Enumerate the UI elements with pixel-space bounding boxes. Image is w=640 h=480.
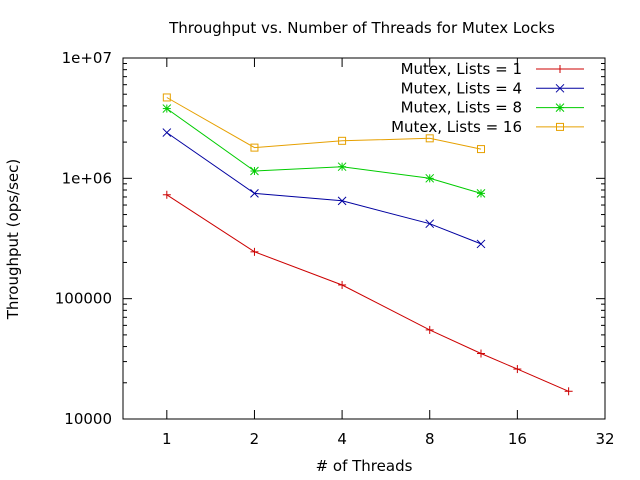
- legend-label: Mutex, Lists = 16: [391, 118, 522, 136]
- series-3: [162, 104, 486, 198]
- data-point: [250, 143, 259, 152]
- data-point: [250, 189, 259, 198]
- series-4: [162, 93, 485, 154]
- y-axis: 10000 100000 1e+06 1e+07: [55, 49, 605, 428]
- legend-item: Mutex, Lists = 16: [391, 118, 584, 136]
- data-point: [425, 134, 434, 143]
- plot-frame: [122, 57, 606, 420]
- data-point: [476, 349, 485, 358]
- series-1: [162, 190, 573, 396]
- x-tick-label: 4: [337, 430, 347, 448]
- x-tick-label: 16: [508, 430, 527, 448]
- legend-marker: [556, 122, 564, 131]
- x-axis-label: # of Threads: [316, 457, 413, 475]
- y-tick-label: 10000: [64, 410, 112, 428]
- data-point: [476, 189, 486, 198]
- series-line: [166, 97, 482, 150]
- data-point: [425, 219, 435, 229]
- y-tick-label: 100000: [55, 290, 112, 308]
- data-point: [338, 136, 347, 145]
- x-tick-label: 8: [425, 430, 435, 448]
- legend-item: Mutex, Lists = 8: [401, 99, 584, 117]
- data-point: [513, 365, 522, 374]
- data-point: [337, 196, 347, 206]
- data-point: [162, 104, 172, 113]
- data-point: [250, 166, 259, 176]
- series-2: [162, 128, 486, 249]
- data-point: [425, 173, 435, 183]
- chart-title: Throughput vs. Number of Threads for Mut…: [168, 19, 555, 37]
- data-point: [337, 162, 347, 172]
- data-point: [425, 325, 434, 334]
- data-point: [476, 145, 485, 154]
- legend-marker: [555, 83, 565, 93]
- legend-label: Mutex, Lists = 1: [401, 60, 522, 78]
- legend-marker: [555, 103, 565, 112]
- x-tick-label: 2: [250, 430, 260, 448]
- series-layer: [162, 93, 573, 396]
- data-point: [162, 190, 171, 199]
- x-tick-label: 1: [162, 430, 172, 448]
- legend-item: Mutex, Lists = 1: [401, 60, 584, 78]
- data-point: [162, 128, 172, 137]
- y-tick-label: 1e+07: [62, 49, 112, 67]
- x-tick-label: 32: [595, 430, 614, 448]
- y-axis-label: Throughput (ops/sec): [4, 159, 22, 320]
- data-point: [564, 387, 573, 396]
- x-axis: 1 2 4 8 16 32: [162, 58, 615, 448]
- data-point: [338, 280, 347, 289]
- legend-item: Mutex, Lists = 4: [401, 79, 584, 97]
- data-point: [162, 93, 171, 102]
- legend-label: Mutex, Lists = 8: [401, 99, 522, 117]
- y-tick-label: 1e+06: [62, 169, 112, 187]
- data-point: [476, 239, 486, 249]
- legend-marker: [556, 65, 564, 73]
- data-point: [250, 247, 259, 256]
- series-line: [166, 194, 569, 392]
- legend-label: Mutex, Lists = 4: [401, 79, 522, 97]
